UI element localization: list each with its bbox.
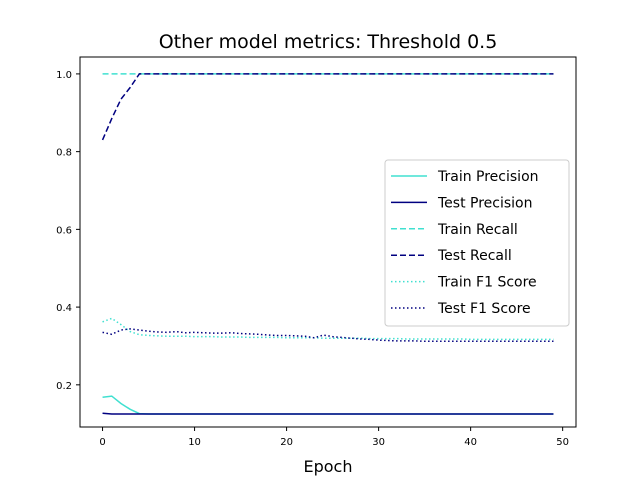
- legend-box: [384, 159, 570, 327]
- y-tick-label: 0.8: [56, 148, 72, 159]
- plot-frame: [79, 56, 577, 428]
- x-tick-label: 10: [188, 437, 201, 448]
- series-line-1: [102, 412, 554, 415]
- x-tick-label: 0: [99, 437, 105, 448]
- legend-label-1: Test Precision: [437, 195, 533, 211]
- x-tick-label: 40: [464, 437, 477, 448]
- x-tick-label: 50: [556, 437, 569, 448]
- legend-label-3: Test Recall: [437, 248, 512, 264]
- x-tick-label: 30: [372, 437, 385, 448]
- series-line-3: [101, 73, 554, 141]
- legend-label-0: Train Precision: [437, 169, 539, 185]
- x-axis-ticks: 0 10 20 30 40 50: [99, 427, 569, 448]
- legend-label-4: Train F1 Score: [437, 275, 537, 291]
- y-tick-label: 1.0: [56, 70, 72, 81]
- series-lines: [101, 73, 554, 415]
- y-tick-label: 0.4: [56, 303, 72, 314]
- x-axis-label: Epoch: [304, 457, 353, 476]
- chart-title: Other model metrics: Threshold 0.5: [159, 31, 498, 53]
- legend: Train Precision Test Precision Train Recal…: [384, 159, 570, 327]
- series-line-4: [102, 317, 554, 341]
- y-tick-label: 0.6: [56, 225, 72, 236]
- legend-label-5: Test F1 Score: [437, 301, 531, 317]
- y-tick-label: 0.2: [56, 381, 72, 392]
- y-axis-ticks: 0.2 0.4 0.6 0.8 1.0: [56, 70, 80, 392]
- series-line-5: [102, 328, 554, 343]
- x-tick-label: 20: [280, 437, 293, 448]
- legend-label-2: Train Recall: [437, 222, 518, 238]
